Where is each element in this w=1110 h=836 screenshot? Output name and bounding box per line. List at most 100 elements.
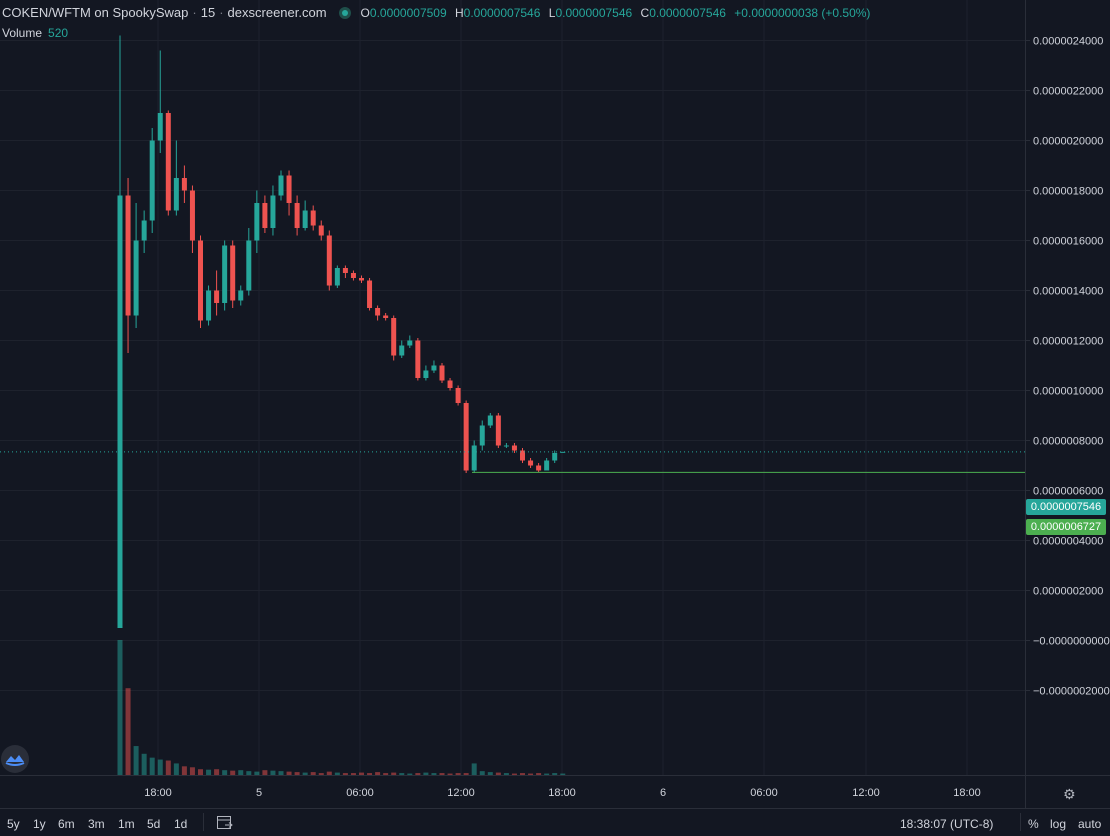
ohlc-values: O0.0000007509 H0.0000007546 L0.000000754… (360, 5, 871, 20)
source-label: dexscreener.com (227, 5, 327, 20)
volume-bar (528, 773, 534, 775)
candle-body (487, 415, 493, 426)
y-tick-label: 0.0000022000 (1033, 86, 1103, 98)
volume-bar (375, 772, 381, 775)
candle-body (560, 451, 566, 453)
candle-body (552, 453, 558, 461)
volume-bar (302, 772, 308, 775)
candle-body (294, 203, 300, 228)
volume-bar (310, 772, 316, 775)
close-value: 0.0000007546 (649, 5, 726, 20)
candle-body (246, 240, 252, 291)
y-tick-label: 0.0000002000 (1033, 586, 1103, 598)
volume-bar (173, 763, 179, 775)
candle-body (165, 113, 171, 211)
candle-body (455, 388, 461, 403)
candle-body (528, 460, 534, 466)
candle-body (214, 290, 220, 303)
x-tick-label: 5 (256, 787, 262, 799)
volume-bar (141, 753, 147, 775)
chart-grid (0, 0, 1025, 775)
volume-bar (407, 773, 413, 775)
settings-gear-icon[interactable]: ⚙ (1063, 786, 1076, 802)
candle-body (326, 235, 332, 286)
percent-toggle[interactable]: % (1028, 817, 1039, 831)
candle-body (383, 315, 389, 318)
candle-body (439, 365, 445, 381)
candle-body (173, 178, 179, 211)
candle-body (310, 210, 316, 226)
x-tick-label: 12:00 (852, 787, 880, 799)
toolbar-divider-right (1020, 813, 1021, 831)
live-status-icon (338, 6, 351, 19)
candle-body (359, 278, 364, 281)
interval-label[interactable]: 15 (200, 5, 216, 20)
volume-bar (238, 770, 244, 775)
range-button-6m[interactable]: 6m (58, 817, 75, 831)
open-value: 0.0000007509 (369, 5, 447, 20)
volume-bar (455, 773, 461, 775)
candle-body (463, 403, 469, 471)
x-tick-label: 06:00 (750, 787, 778, 799)
volume-bar (278, 771, 284, 775)
x-tick-label: 18:00 (953, 787, 981, 799)
dexscreener-logo[interactable] (1, 745, 29, 773)
candle-body (495, 415, 501, 446)
candle-body (222, 245, 228, 303)
candle-body (278, 175, 284, 196)
price-axis: 0.00000260000.00000240000.00000220000.00… (1025, 36, 1110, 698)
y-tick-label: −0.0000000000 (1033, 636, 1110, 648)
candlestick-chart[interactable]: 0.00000260000.00000240000.00000220000.00… (0, 0, 1110, 808)
candle-body (520, 450, 525, 461)
volume-bar (544, 773, 550, 775)
range-button-1m[interactable]: 1m (118, 817, 135, 831)
candle-body (198, 240, 203, 321)
candle-body (503, 445, 509, 447)
candle-body (350, 273, 356, 278)
y-tick-label: 0.0000006000 (1033, 486, 1103, 498)
candle-body (230, 245, 236, 301)
y-tick-label: 0.0000010000 (1033, 386, 1103, 398)
candle-body (375, 308, 381, 316)
candle-body (238, 290, 244, 301)
candle-body (189, 190, 195, 241)
volume-bar (206, 769, 212, 775)
volume-bar (342, 773, 348, 775)
range-button-1y[interactable]: 1y (33, 817, 46, 831)
candle-body (415, 340, 421, 378)
volume-bar (495, 772, 501, 775)
volume-bar (254, 771, 260, 775)
range-button-1d[interactable]: 1d (174, 817, 188, 831)
auto-toggle[interactable]: auto (1078, 817, 1102, 831)
volume-bar (359, 772, 364, 775)
range-button-3m[interactable]: 3m (88, 817, 105, 831)
high-value: 0.0000007546 (463, 5, 541, 20)
log-toggle[interactable]: log (1050, 817, 1067, 831)
candle-body (286, 175, 292, 203)
go-to-date-icon[interactable] (216, 814, 234, 833)
y-tick-label: 0.0000008000 (1033, 436, 1103, 448)
candle-body (536, 465, 542, 471)
clock-time[interactable]: 18:38:07 (UTC-8) (900, 817, 994, 831)
range-button-5d[interactable]: 5d (147, 817, 161, 831)
x-tick-label: 06:00 (346, 787, 374, 799)
volume-bars (117, 640, 566, 775)
volume-legend: Volume 520 (2, 26, 68, 40)
volume-bar (479, 771, 485, 775)
price-candles (117, 35, 566, 628)
horizontal-line-price-tag[interactable]: 0.0000006727 (1026, 519, 1106, 535)
range-button-5y[interactable]: 5y (7, 817, 20, 831)
candle-body (511, 445, 517, 451)
candle-body (117, 195, 123, 628)
symbol-title[interactable]: COKEN/WFTM on SpookySwap (2, 5, 189, 20)
volume-bar (350, 773, 356, 775)
candle-body (334, 268, 340, 286)
volume-bar (326, 771, 332, 775)
candle-body (399, 345, 405, 356)
toolbar-divider (203, 813, 204, 831)
candle-body (367, 280, 373, 308)
candle-body (391, 318, 397, 356)
volume-bar (198, 769, 203, 775)
volume-bar (117, 640, 123, 775)
volume-bar (423, 772, 429, 775)
